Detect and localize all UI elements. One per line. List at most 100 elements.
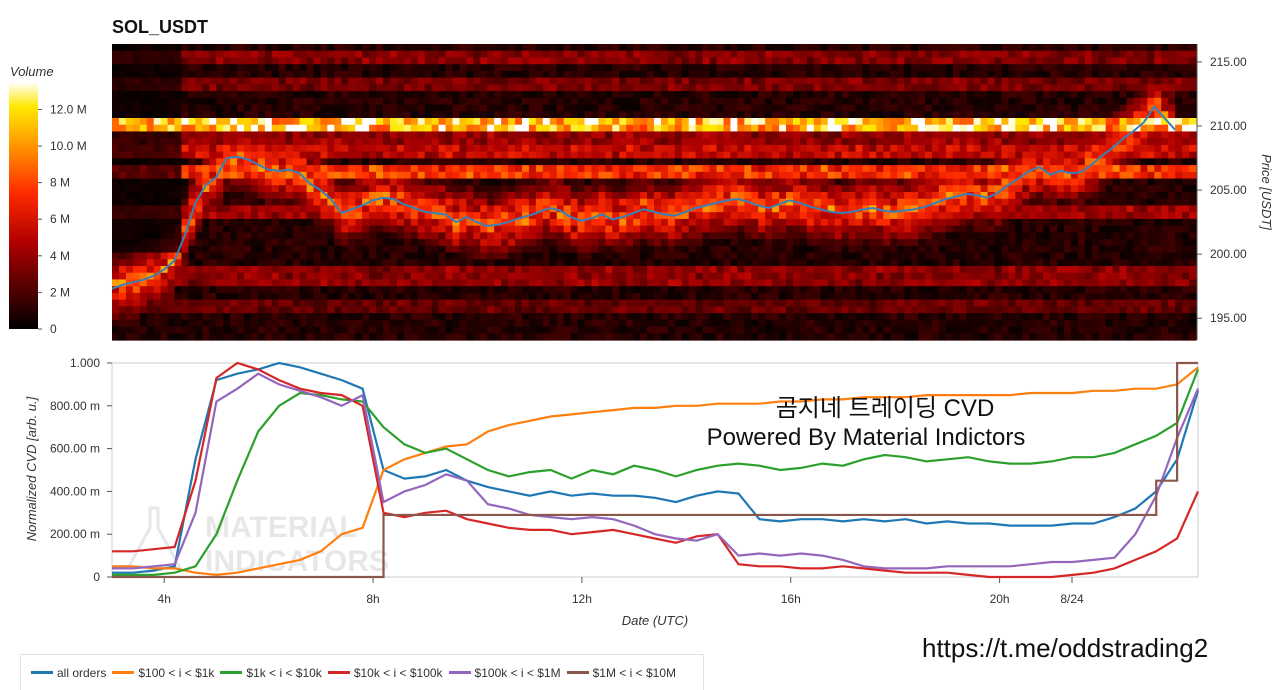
heatmap-cell xyxy=(452,212,461,220)
heatmap-cell xyxy=(271,232,280,240)
heatmap-cell xyxy=(841,239,850,247)
heatmap-cell xyxy=(584,44,593,52)
heatmap-cell xyxy=(716,259,725,267)
heatmap-cell xyxy=(146,319,155,328)
heatmap-cell xyxy=(716,266,725,274)
heatmap-cell xyxy=(730,198,738,207)
heatmap-cell xyxy=(667,259,676,267)
heatmap-cell xyxy=(695,64,704,72)
heatmap-cell xyxy=(438,171,447,180)
heatmap-cell xyxy=(577,118,586,126)
heatmap-cell xyxy=(466,259,474,267)
heatmap-cell xyxy=(369,292,377,301)
heatmap-cell xyxy=(383,292,391,301)
heatmap-cell xyxy=(869,245,877,254)
heatmap-cell xyxy=(786,232,794,240)
heatmap-cell xyxy=(167,151,176,159)
heatmap-cell xyxy=(327,178,335,186)
heatmap-cell xyxy=(146,50,155,59)
heatmap-cell xyxy=(459,57,467,65)
heatmap-cell xyxy=(688,192,697,200)
heatmap-cell xyxy=(806,185,815,193)
heatmap-cell xyxy=(181,266,190,274)
heatmap-cell xyxy=(355,124,363,133)
heatmap-cell xyxy=(132,84,141,92)
heatmap-cell xyxy=(654,151,662,159)
heatmap-cell xyxy=(459,118,467,126)
heatmap-cell xyxy=(862,131,871,139)
heatmap-cell xyxy=(626,111,634,119)
heatmap-cell xyxy=(619,185,627,193)
heatmap-cell xyxy=(306,218,315,227)
heatmap-cell xyxy=(855,91,864,99)
heatmap-cell xyxy=(139,218,148,227)
heatmap-cell xyxy=(417,118,426,126)
heatmap-cell xyxy=(250,111,259,119)
heatmap-cell xyxy=(438,118,447,126)
heatmap-cell xyxy=(320,151,329,159)
heatmap-cell xyxy=(695,245,704,254)
heatmap-cell xyxy=(466,319,474,328)
heatmap-cell xyxy=(257,212,266,220)
heatmap-cell xyxy=(369,319,377,328)
heatmap-cell xyxy=(202,313,210,321)
heatmap-cell xyxy=(341,57,349,65)
heatmap-cell xyxy=(508,239,516,247)
heatmap-cell xyxy=(556,104,565,112)
heatmap-cell xyxy=(598,239,606,247)
heatmap-cell xyxy=(647,326,655,334)
heatmap-cell xyxy=(883,171,891,180)
heatmap-cell xyxy=(786,299,794,307)
heatmap-cell xyxy=(431,279,440,287)
heatmap-cell xyxy=(737,252,745,260)
heatmap-cell xyxy=(633,104,641,112)
heatmap-cell xyxy=(250,185,259,193)
heatmap-cell xyxy=(223,50,231,59)
heatmap-cell xyxy=(799,272,808,281)
heatmap-cell xyxy=(563,158,572,166)
heatmap-cell xyxy=(869,91,877,99)
heatmap-cell xyxy=(605,77,613,85)
heatmap-cell xyxy=(779,124,787,133)
heatmap-cell xyxy=(834,232,843,240)
heatmap-cell xyxy=(765,70,773,79)
heatmap-cell xyxy=(278,131,287,139)
heatmap-cell xyxy=(306,272,315,281)
heatmap-cell xyxy=(306,50,315,59)
heatmap-cell xyxy=(598,272,606,281)
heatmap-cell xyxy=(549,185,558,193)
heatmap-cell xyxy=(327,185,335,193)
heatmap-cell xyxy=(799,252,808,260)
heatmap-cell xyxy=(285,279,294,287)
heatmap-cell xyxy=(285,77,294,85)
heatmap-cell xyxy=(376,205,384,213)
heatmap-cell xyxy=(153,205,162,213)
heatmap-cell xyxy=(695,118,704,126)
colorbar-tick-label: 6 M xyxy=(50,212,70,226)
heatmap-cell xyxy=(487,97,495,106)
heatmap-cell xyxy=(890,286,898,294)
heatmap-cell xyxy=(799,97,808,106)
heatmap-cell xyxy=(549,225,558,233)
heatmap-cell xyxy=(202,97,210,106)
heatmap-cell xyxy=(181,64,190,72)
heatmap-cell xyxy=(396,138,405,146)
heatmap-cell xyxy=(730,44,738,52)
heatmap-cell xyxy=(403,319,412,328)
heatmap-cell xyxy=(125,151,134,159)
heatmap-cell xyxy=(765,64,773,72)
heatmap-cell xyxy=(549,292,558,301)
heatmap-cell xyxy=(647,286,655,294)
heatmap-cell xyxy=(723,44,732,52)
heatmap-cell xyxy=(327,138,335,146)
heatmap-cell xyxy=(612,286,620,294)
heatmap-cell xyxy=(709,313,718,321)
heatmap-cell xyxy=(897,50,905,59)
heatmap-cell xyxy=(883,272,891,281)
heatmap-cell xyxy=(125,266,134,274)
heatmap-cell xyxy=(758,252,766,260)
heatmap-cell xyxy=(716,118,725,126)
heatmap-cell xyxy=(647,70,655,79)
heatmap-cell xyxy=(542,326,551,334)
heatmap-cell xyxy=(146,44,155,52)
